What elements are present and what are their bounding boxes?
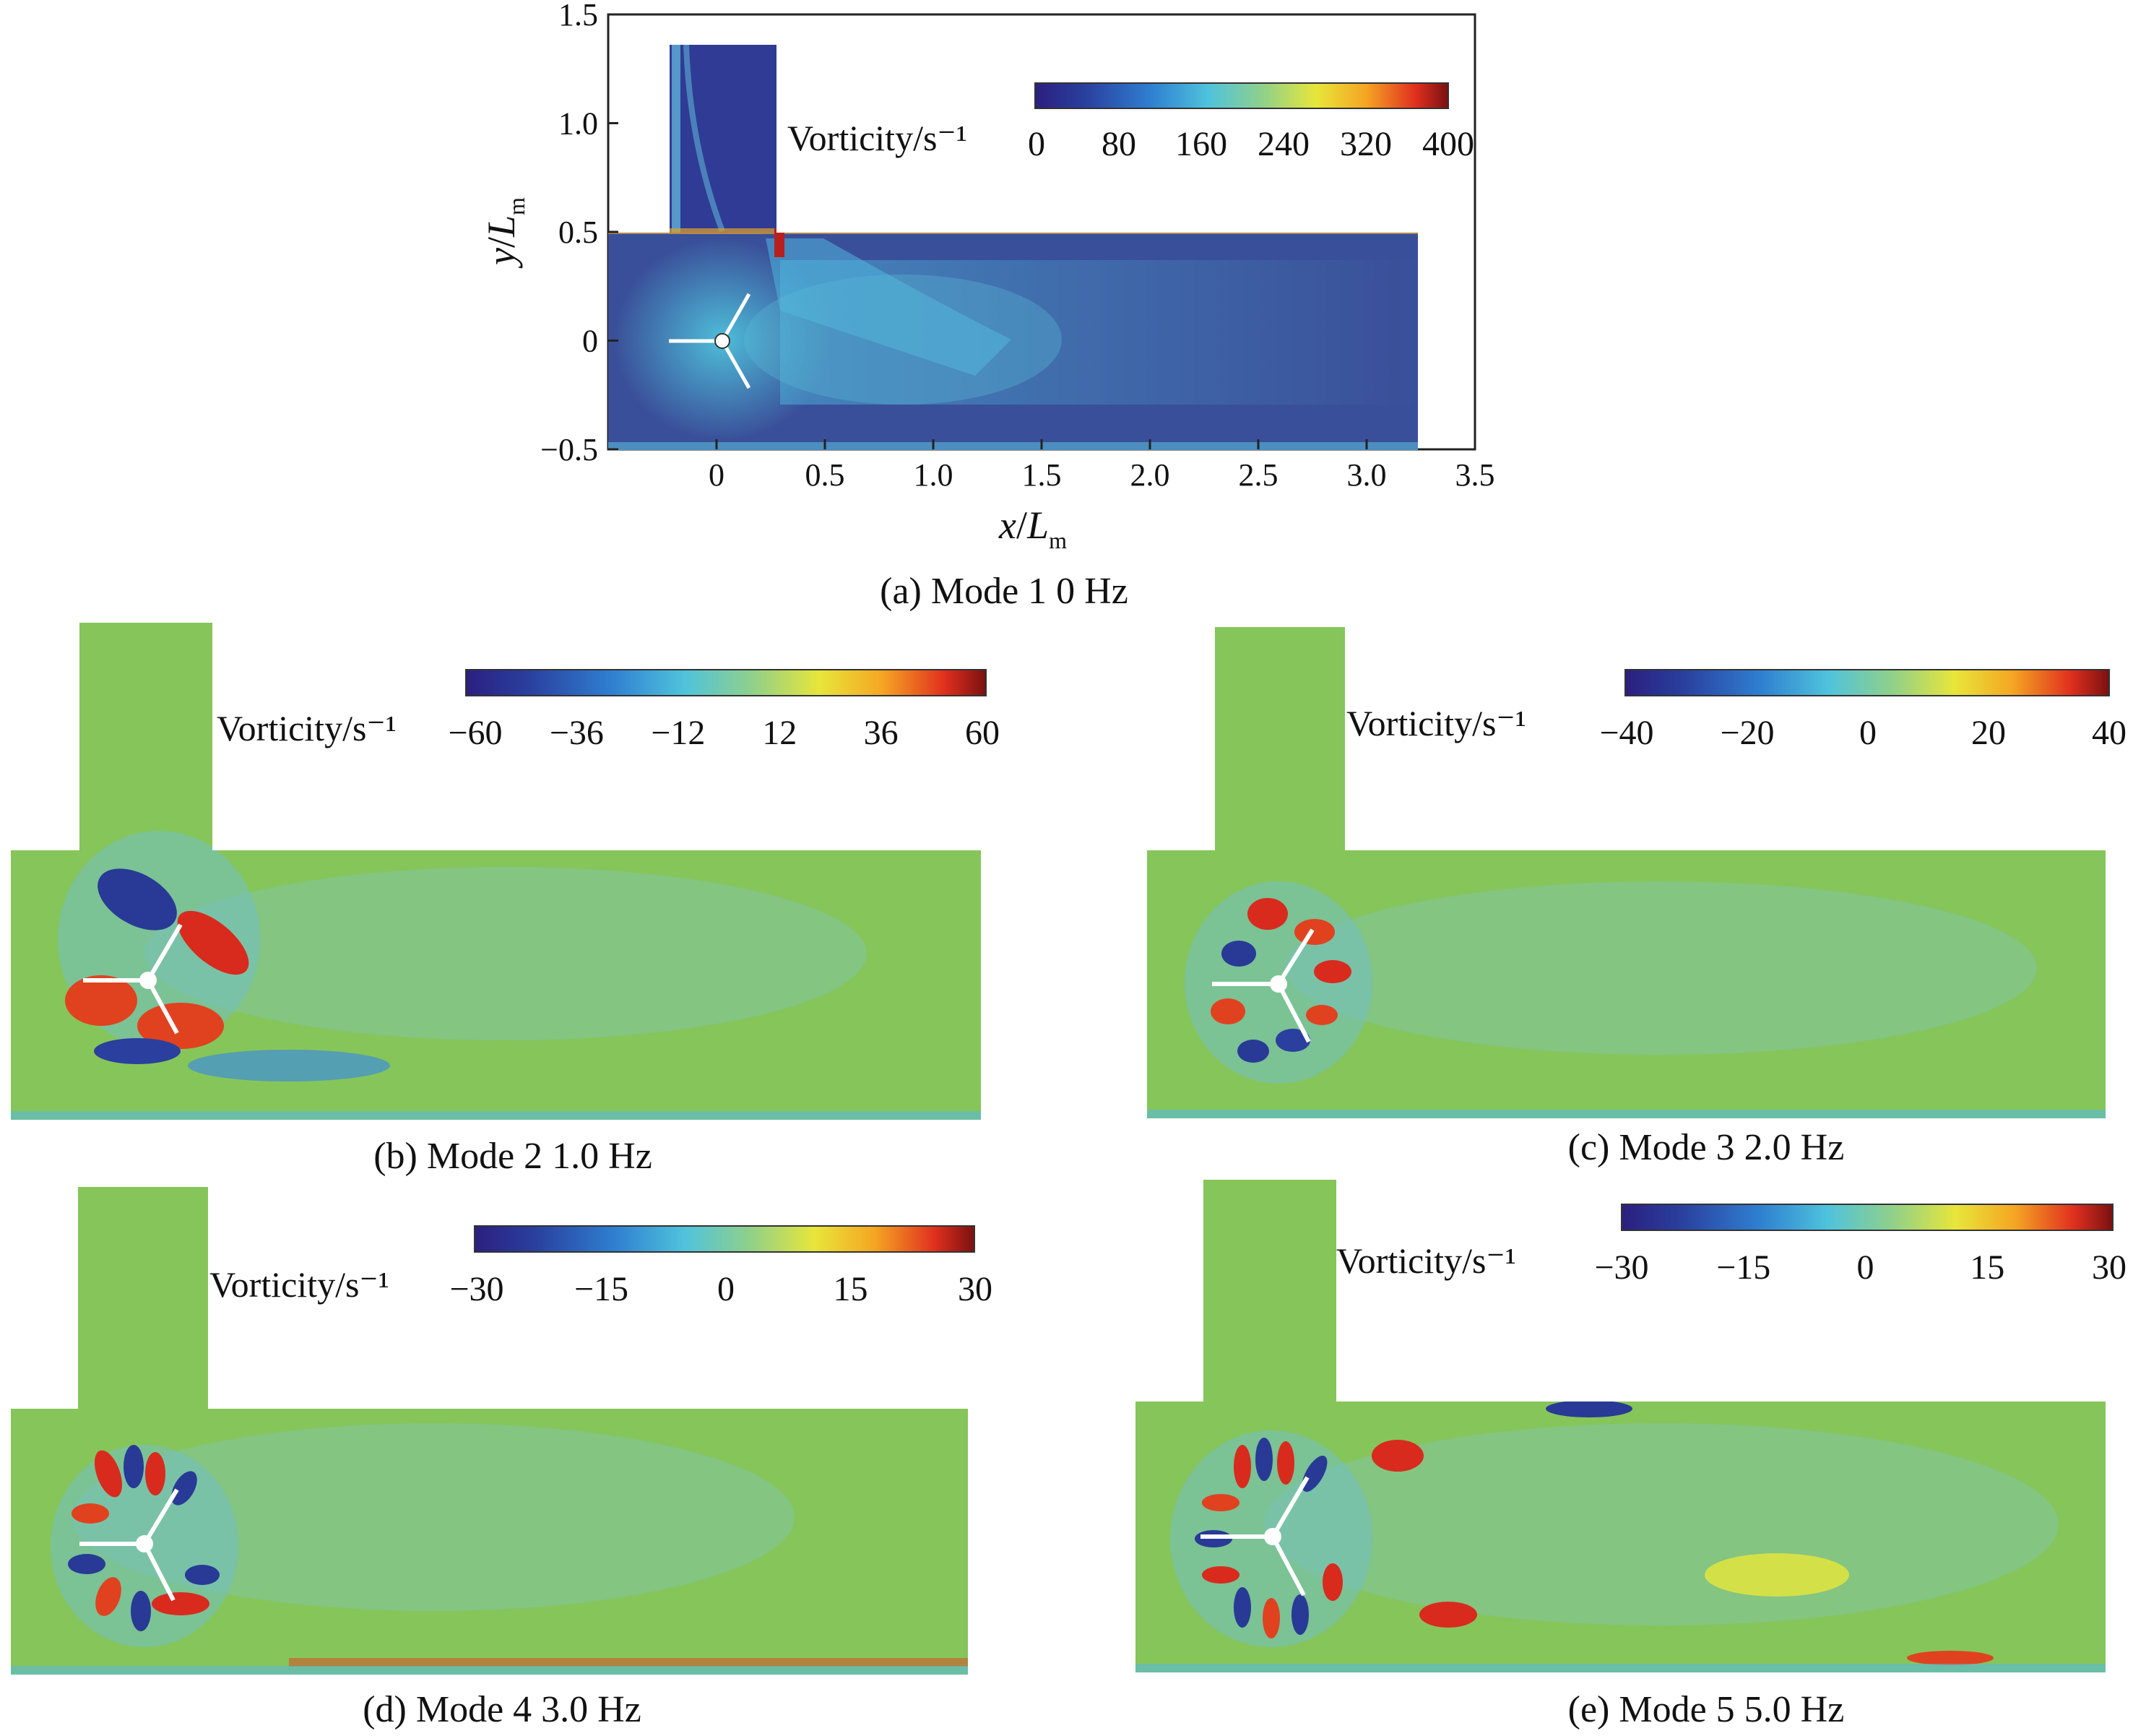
- colorbar-tick-label: −15: [574, 1270, 628, 1308]
- colorbar-tick-label: −15: [1716, 1248, 1770, 1287]
- panel-b: Vorticity/s⁻¹ −60 −36 −12 12 36 60 (b) Mode 2…: [11, 623, 1000, 1177]
- colorbar-tick-label: 400: [1422, 125, 1474, 163]
- colorbar-tick-label: 20: [1971, 714, 2006, 752]
- y-axis-ticks: 1.5 1.0 0.5 0 −0.5: [540, 0, 618, 467]
- colorbar-tick-label: 320: [1340, 125, 1392, 163]
- panel-e: Vorticity/s⁻¹ −30 −15 0 15 30 (e) Mode 5 5.0…: [1135, 1180, 2126, 1730]
- panel-c: Vorticity/s⁻¹ −40 −20 0 20 40 (c) Mode 3 2.0…: [1147, 627, 2126, 1168]
- caption-b: (b) Mode 2 1.0 Hz: [373, 1136, 652, 1177]
- x-tick-label: 0: [709, 457, 724, 493]
- caption-a: (a) Mode 1 0 Hz: [880, 571, 1128, 612]
- colorbar-b: [465, 669, 987, 696]
- colorbar-tick-label: 0: [1857, 1248, 1874, 1287]
- colorbar-ticks-b: −60 −36 −12 12 36 60: [448, 714, 1000, 752]
- colorbar-tick-label: −20: [1720, 714, 1774, 752]
- colorbar-tick-label: 40: [2092, 714, 2126, 752]
- colorbar-tick-label: 12: [762, 714, 797, 752]
- colorbar-tick-label: 0: [1028, 125, 1045, 163]
- vorticity-field: [11, 623, 981, 1120]
- colorbar-ticks-c: −40 −20 0 20 40: [1599, 714, 2126, 752]
- colorbar-tick-label: −36: [550, 714, 604, 752]
- colorbar-title-a: Vorticity/s⁻¹: [787, 118, 967, 158]
- y-tick-label: 1.5: [558, 0, 598, 33]
- colorbar-c: [1624, 669, 2110, 696]
- colorbar-ticks-d: −30 −15 0 15 30: [449, 1270, 992, 1308]
- colorbar-tick-label: 0: [717, 1270, 735, 1308]
- colorbar-tick-label: 30: [2092, 1248, 2126, 1287]
- y-tick-label: 0.5: [558, 215, 598, 250]
- colorbar-tick-label: 60: [965, 714, 1000, 752]
- colorbar-title-c: Vorticity/s⁻¹: [1346, 703, 1526, 743]
- x-axis-label: x/Lm: [998, 504, 1067, 553]
- vorticity-field: [1147, 627, 2106, 1118]
- x-tick-label: 2.5: [1239, 457, 1278, 493]
- x-tick-label: 0.5: [805, 457, 845, 493]
- caption-e: (e) Mode 5 5.0 Hz: [1568, 1689, 1845, 1730]
- x-axis-ticks: 0 0.5 1.0 1.5 2.0 2.5 3.0 3.5: [709, 439, 1495, 493]
- vorticity-field: [11, 1187, 968, 1675]
- colorbar-tick-label: 160: [1175, 125, 1227, 163]
- x-tick-label: 1.0: [914, 457, 953, 493]
- colorbar-tick-label: −60: [448, 714, 502, 752]
- caption-d: (d) Mode 4 3.0 Hz: [363, 1689, 641, 1730]
- colorbar-title-b: Vorticity/s⁻¹: [217, 708, 397, 748]
- panel-d: Vorticity/s⁻¹ −30 −15 0 15 30 (d) Mode 4 3.0…: [11, 1187, 992, 1730]
- colorbar-tick-label: 36: [864, 714, 899, 752]
- y-tick-label: 1.0: [558, 106, 598, 142]
- colorbar-tick-label: 15: [1970, 1248, 2004, 1287]
- colorbar-a: [1034, 82, 1449, 109]
- colorbar-tick-label: −40: [1599, 714, 1653, 752]
- x-tick-label: 3.0: [1347, 457, 1387, 493]
- colorbar-ticks-e: −30 −15 0 15 30: [1594, 1248, 2126, 1287]
- colorbar-title-e: Vorticity/s⁻¹: [1336, 1240, 1516, 1281]
- y-tick-label: 0: [582, 324, 598, 359]
- y-axis-label: y/Lm: [480, 197, 529, 269]
- colorbar-tick-label: 0: [1859, 714, 1877, 752]
- x-tick-label: 3.5: [1455, 457, 1495, 493]
- colorbar-tick-label: −30: [1594, 1248, 1648, 1287]
- colorbar-ticks-a: 0 80 160 240 320 400: [1028, 125, 1474, 163]
- colorbar-tick-label: −12: [651, 714, 705, 752]
- colorbar-tick-label: 80: [1102, 125, 1136, 163]
- colorbar-tick-label: 240: [1258, 125, 1310, 163]
- y-tick-label: −0.5: [540, 432, 598, 467]
- colorbar-title-d: Vorticity/s⁻¹: [209, 1264, 389, 1305]
- colorbar-e: [1621, 1204, 2113, 1231]
- colorbar-d: [474, 1225, 975, 1253]
- x-tick-label: 1.5: [1022, 457, 1062, 493]
- colorbar-tick-label: 30: [958, 1270, 992, 1308]
- caption-c: (c) Mode 3 2.0 Hz: [1568, 1127, 1845, 1168]
- x-tick-label: 2.0: [1130, 457, 1170, 493]
- colorbar-tick-label: −30: [449, 1270, 503, 1308]
- colorbar-tick-label: 15: [834, 1270, 868, 1308]
